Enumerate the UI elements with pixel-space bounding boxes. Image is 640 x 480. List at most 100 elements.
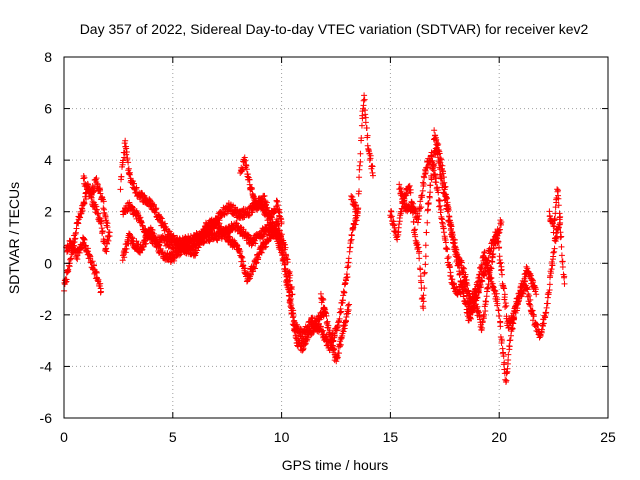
data-point <box>98 220 105 227</box>
data-point <box>245 276 252 283</box>
data-point <box>246 181 253 188</box>
data-point <box>100 198 107 205</box>
data-point <box>544 300 551 307</box>
data-point <box>447 273 454 280</box>
data-point <box>275 202 282 209</box>
data-point <box>356 174 363 181</box>
data-point <box>396 221 403 228</box>
x-tick-label: 10 <box>274 429 290 445</box>
data-point <box>335 319 342 326</box>
data-point <box>344 274 351 281</box>
data-point <box>502 304 509 311</box>
data-point <box>417 266 424 273</box>
data-point <box>462 271 469 278</box>
data-point <box>438 156 445 163</box>
data-point <box>429 157 436 164</box>
data-point <box>153 205 160 212</box>
data-point <box>345 307 352 314</box>
data-point <box>320 296 327 303</box>
data-point <box>267 213 274 220</box>
data-point <box>485 275 492 282</box>
data-point <box>94 277 101 284</box>
data-point <box>91 185 98 192</box>
data-point <box>438 215 445 222</box>
data-point <box>338 308 345 315</box>
data-point <box>501 294 508 301</box>
data-point <box>546 286 553 293</box>
data-point <box>118 173 125 180</box>
data-point <box>97 190 104 197</box>
data-point <box>420 298 427 305</box>
data-point <box>253 259 260 266</box>
data-point <box>540 320 547 327</box>
data-point <box>475 275 482 282</box>
data-point <box>258 196 265 203</box>
data-point <box>550 249 557 256</box>
data-point <box>483 298 490 305</box>
data-point <box>426 194 433 201</box>
data-point <box>255 205 262 212</box>
data-point <box>337 309 344 316</box>
data-point <box>273 197 280 204</box>
data-point <box>430 162 437 169</box>
data-point <box>102 213 109 220</box>
plot-area-frame <box>63 56 609 419</box>
data-point <box>444 246 451 253</box>
data-point <box>428 176 435 183</box>
data-point <box>522 273 529 280</box>
data-point <box>489 254 496 261</box>
data-point <box>284 259 291 266</box>
data-point <box>460 264 467 271</box>
data-point <box>559 264 566 271</box>
data-point <box>558 252 565 259</box>
data-point <box>326 329 333 336</box>
data-point <box>557 234 564 241</box>
data-point <box>421 174 428 181</box>
data-point <box>482 301 489 308</box>
data-point <box>498 219 505 226</box>
data-point <box>552 204 559 211</box>
data-point <box>397 185 404 192</box>
data-point <box>286 277 293 284</box>
data-point <box>526 301 533 308</box>
data-point <box>190 246 197 253</box>
data-point <box>442 239 449 246</box>
data-point <box>336 315 343 322</box>
data-point <box>276 227 283 234</box>
data-point <box>561 280 568 287</box>
data-point <box>437 206 444 213</box>
data-point <box>555 202 562 209</box>
data-point <box>411 227 418 234</box>
data-point <box>407 189 414 196</box>
data-point <box>545 289 552 296</box>
data-point <box>503 377 510 384</box>
data-point <box>427 182 434 189</box>
data-point <box>394 236 401 243</box>
data-point <box>422 261 429 268</box>
data-point <box>210 235 217 242</box>
data-point <box>501 285 508 292</box>
data-point <box>291 328 298 335</box>
data-point <box>276 230 283 237</box>
data-point <box>126 171 133 178</box>
data-point <box>479 318 486 325</box>
data-point <box>238 253 245 260</box>
data-point <box>423 229 430 236</box>
data-point <box>287 303 294 310</box>
data-point <box>424 219 431 226</box>
data-point <box>150 230 157 237</box>
data-point <box>517 288 524 295</box>
data-point <box>427 189 434 196</box>
data-point <box>551 223 558 230</box>
data-point <box>248 185 255 192</box>
data-point <box>555 195 562 202</box>
data-point <box>124 155 131 162</box>
data-point <box>404 190 411 197</box>
data-point <box>421 171 428 178</box>
data-point <box>546 281 553 288</box>
data-point <box>356 188 363 195</box>
y-tick-label: 4 <box>44 152 52 168</box>
data-point <box>99 227 106 234</box>
data-point <box>458 281 465 288</box>
data-point <box>461 265 468 272</box>
